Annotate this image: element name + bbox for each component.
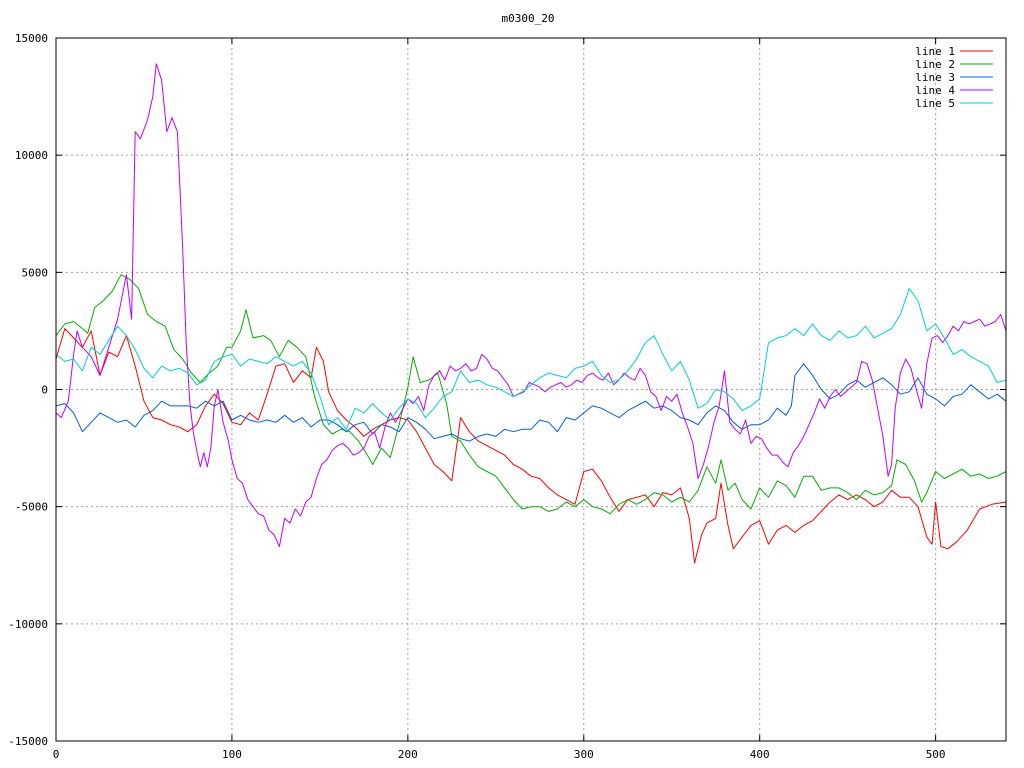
x-tick-label: 300 <box>574 748 594 761</box>
series-line-3 <box>55 363 1007 442</box>
y-tick-label: 5000 <box>22 266 49 279</box>
y-tick-label: 15000 <box>15 32 48 45</box>
y-tick-label: 0 <box>41 384 48 397</box>
grid-lines <box>56 38 1006 741</box>
legend-label-3: line 3 <box>915 71 955 84</box>
series-lines <box>55 63 1007 564</box>
series-line-5 <box>55 288 1007 430</box>
axis-ticks: 0 100 200 300 400 500 -15000 -10000 -5000 0 5000 10… <box>8 32 1006 761</box>
x-tick-label: 200 <box>398 748 418 761</box>
legend-label-2: line 2 <box>915 58 955 71</box>
y-tick-label: -15000 <box>8 735 48 748</box>
series-line-1 <box>55 328 1007 564</box>
series-line-2 <box>55 274 1007 515</box>
chart-title: m0300_20 <box>502 12 555 25</box>
legend-label-1: line 1 <box>915 45 955 58</box>
x-tick-label: 0 <box>53 748 60 761</box>
y-tick-label: 10000 <box>15 149 48 162</box>
x-tick-label: 400 <box>750 748 770 761</box>
y-tick-label: -5000 <box>15 501 48 514</box>
y-tick-label: -10000 <box>8 618 48 631</box>
legend-label-4: line 4 <box>915 84 955 97</box>
x-tick-label: 500 <box>926 748 946 761</box>
x-tick-label: 100 <box>222 748 242 761</box>
legend-label-5: line 5 <box>915 97 955 110</box>
